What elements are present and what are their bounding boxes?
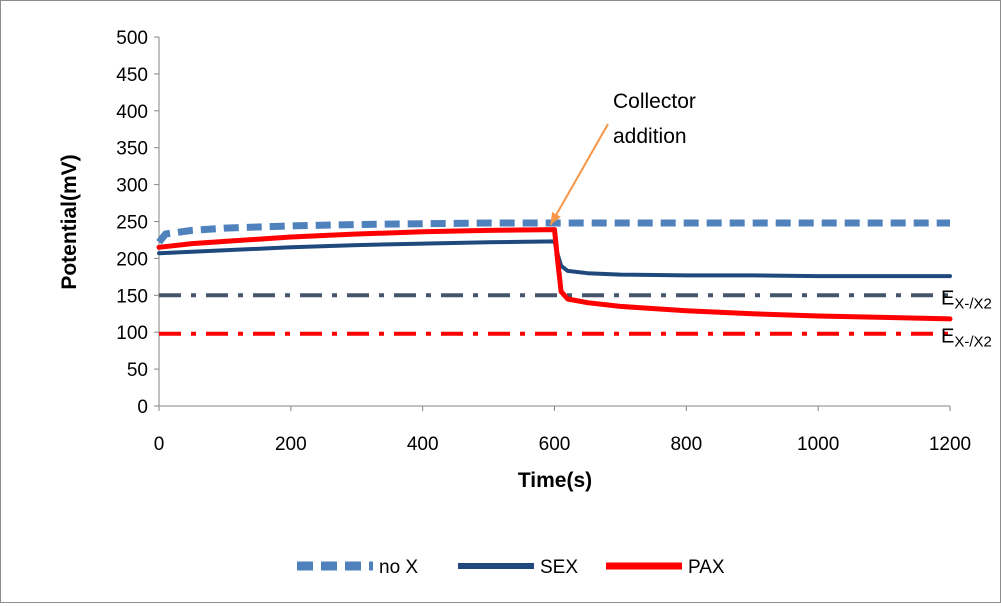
y-tick-label: 400	[116, 102, 148, 123]
series-line-no-x	[156, 219, 950, 245]
x-axis-title: Time(s)	[518, 469, 592, 492]
x-tick-label: 400	[407, 434, 439, 455]
reference-label-ref1: EX-/X2	[941, 287, 992, 312]
y-tick-label: 50	[127, 360, 148, 381]
collector-annotation-line: addition	[613, 125, 687, 148]
series-line-pax	[156, 227, 953, 322]
collector-arrow-head	[550, 211, 561, 225]
y-tick-label: 0	[137, 397, 148, 418]
y-tick-label: 500	[116, 28, 148, 49]
x-tick-label: 0	[154, 434, 165, 455]
legend-label-no-x: no X	[379, 557, 418, 578]
x-tick-label: 600	[539, 434, 571, 455]
y-axis-title-group: Potential(mV)	[58, 154, 81, 289]
axes-layer: 0 50 100 150 200 250 300 350 400 450 500 0 200 400 600…	[116, 28, 971, 455]
series-layer	[156, 219, 953, 336]
x-tick-label: 200	[275, 434, 307, 455]
x-tick-label: 1000	[797, 434, 839, 455]
y-axis-title: Potential(mV)	[58, 154, 81, 289]
reference-label-sub: X-/X2	[954, 295, 992, 312]
x-tick-label: 800	[670, 434, 702, 455]
collector-annotation-line: Collector	[613, 90, 696, 113]
collector-arrow-line	[549, 123, 609, 226]
legend-label-sex: SEX	[540, 557, 578, 578]
y-tick-label: 200	[116, 249, 148, 270]
x-tick-label: 1200	[929, 434, 971, 455]
y-tick-label: 100	[116, 323, 148, 344]
y-tick-label: 450	[116, 65, 148, 86]
legend-label-pax: PAX	[688, 557, 725, 578]
reference-label-main: E	[941, 326, 954, 348]
y-tick-label: 250	[116, 213, 148, 234]
legend: no X SEX PAX	[297, 557, 725, 578]
y-tick-label: 350	[116, 139, 148, 160]
reference-label-ref2: EX-/X2	[941, 326, 992, 351]
reference-label-sub: X-/X2	[954, 334, 992, 351]
y-tick-label: 300	[116, 176, 148, 197]
y-tick-label: 150	[116, 286, 148, 307]
reference-label-main: E	[941, 287, 954, 309]
